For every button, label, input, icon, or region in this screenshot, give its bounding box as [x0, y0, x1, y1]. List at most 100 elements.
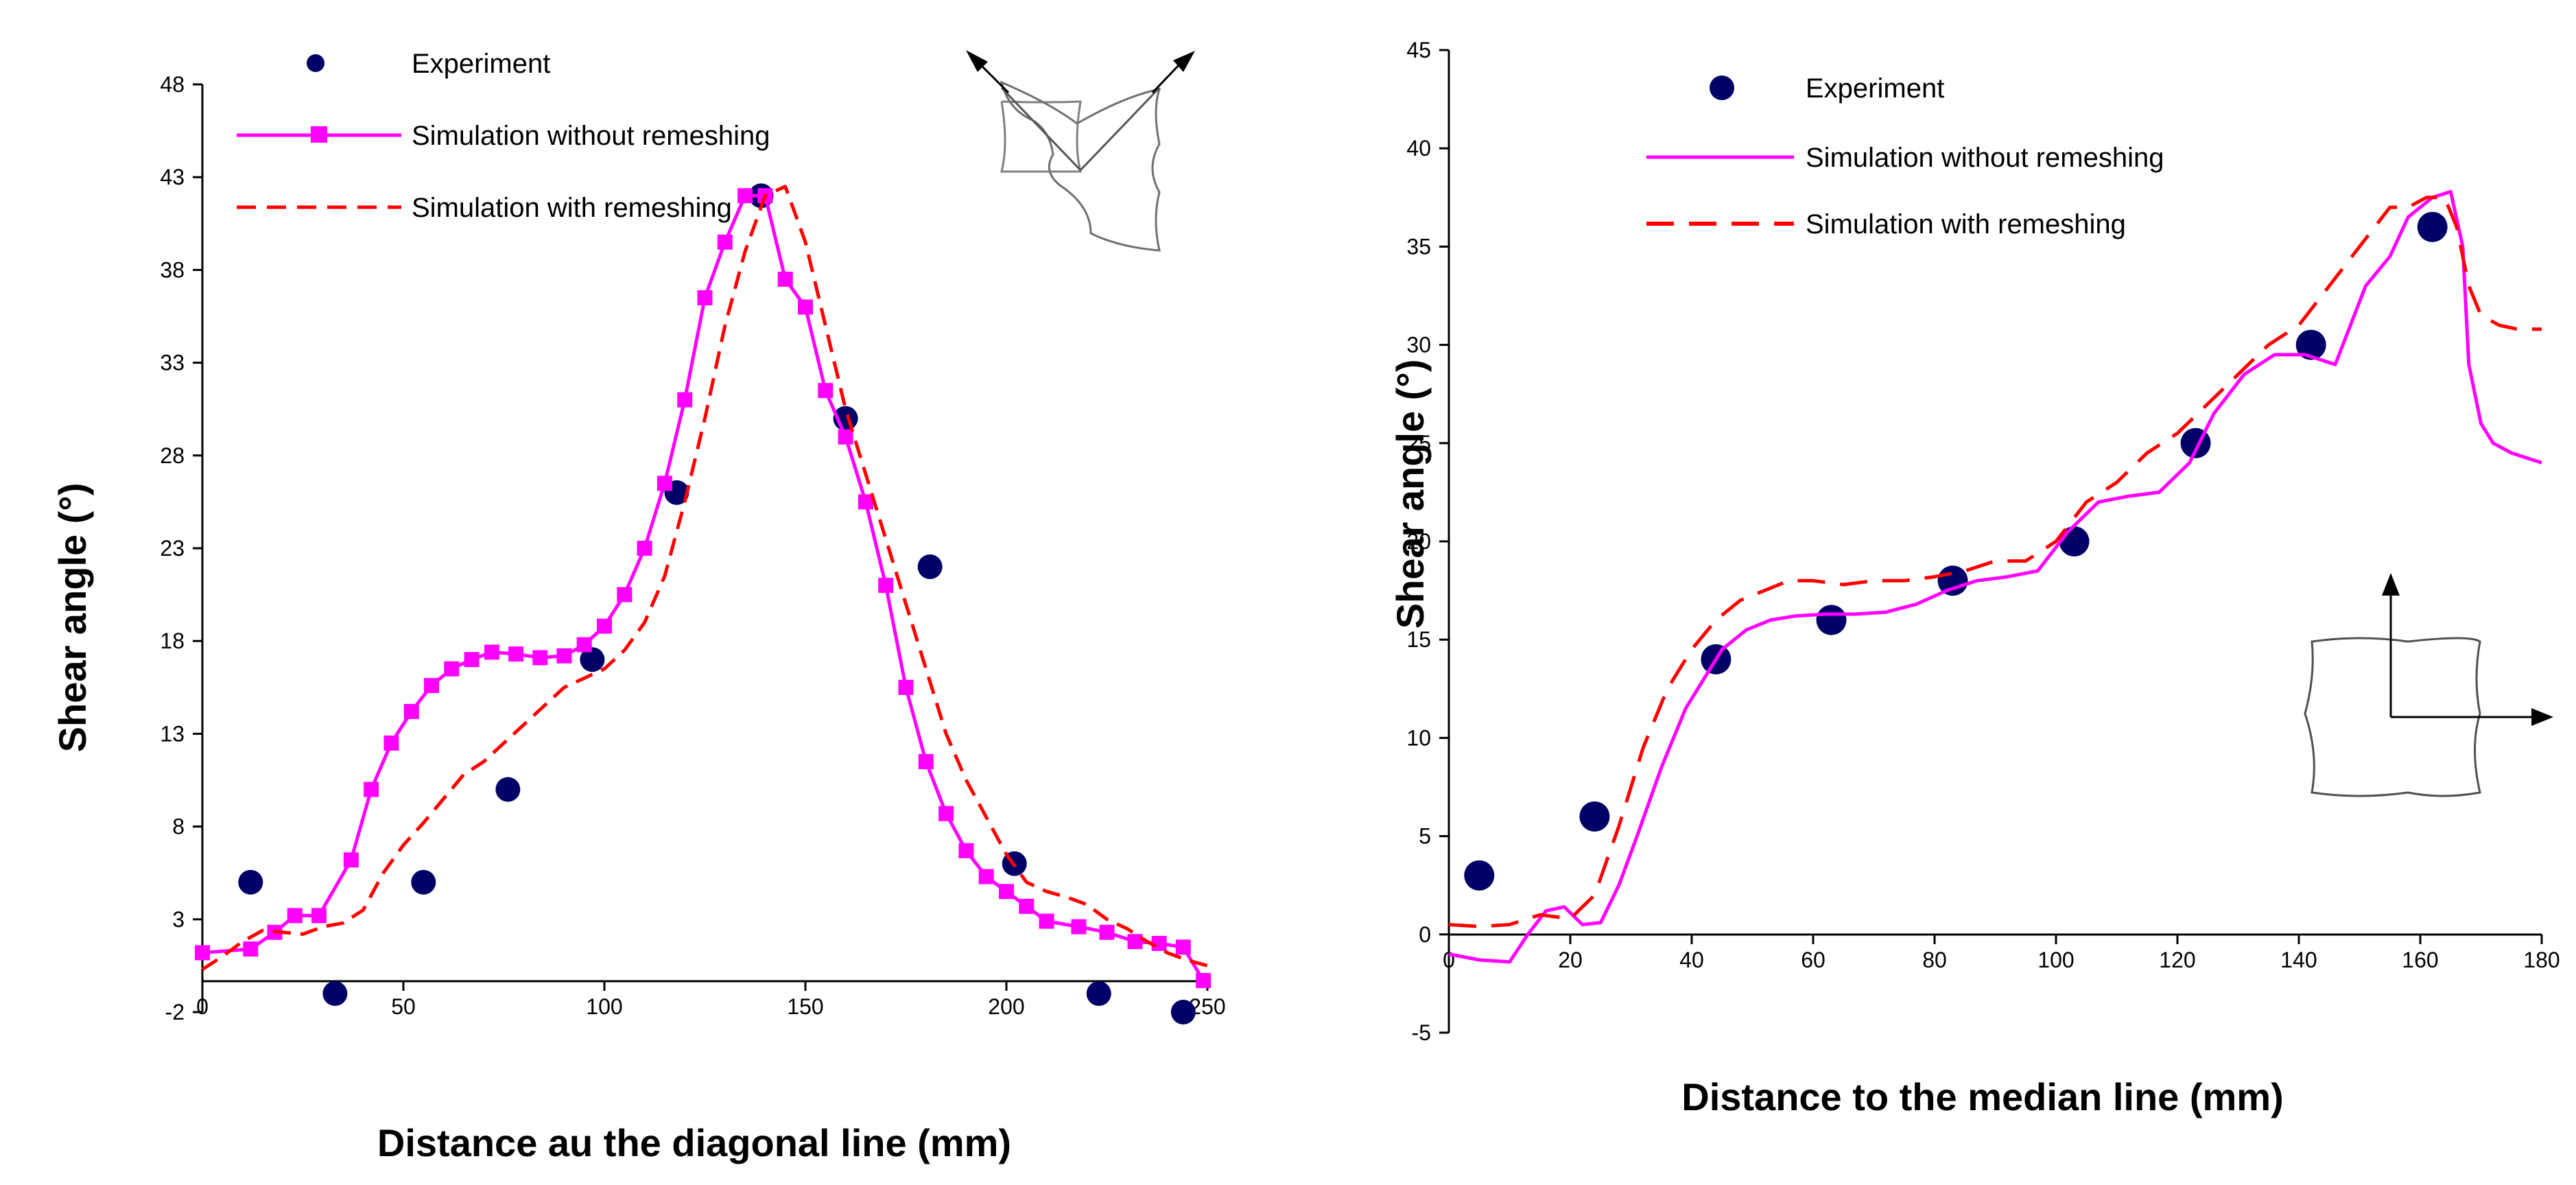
y-tick-label: 33: [160, 351, 185, 375]
no-remesh-marker: [637, 541, 652, 556]
no-remesh-marker: [777, 271, 793, 287]
chart-left-legend: Experiment Simulation without remeshing …: [237, 49, 770, 223]
x-tick-label: 80: [1922, 948, 1947, 972]
no-remesh-marker: [556, 648, 572, 664]
x-tick-label: 100: [2037, 948, 2074, 972]
experiment-point: [1170, 1000, 1196, 1024]
no-remesh-marker: [978, 869, 994, 884]
no-remesh-marker: [999, 884, 1014, 900]
chart-right-y-title: Shear angle (°): [1389, 360, 1432, 629]
no-remesh-marker: [1196, 973, 1212, 989]
experiment-point: [1464, 860, 1495, 891]
experiment-point: [495, 777, 521, 802]
arrow-up-right-icon: [1173, 51, 1195, 72]
y-tick-label: 15: [1406, 627, 1431, 652]
diagonal-specimen-inset: [966, 50, 1195, 252]
no-remesh-marker: [597, 618, 612, 634]
y-tick-label: 3: [172, 907, 185, 932]
no-remesh-marker: [898, 679, 914, 695]
no-remesh-marker: [444, 661, 460, 677]
y-tick-label: 43: [160, 165, 185, 189]
legend-no-remesh-label: Simulation without remeshing: [412, 121, 770, 151]
chart-left-series: [195, 183, 1212, 1024]
legend-experiment-label: Experiment: [412, 49, 550, 79]
y-tick-label: 5: [1419, 824, 1431, 849]
chart-left-x-title: Distance au the diagonal line (mm): [377, 1121, 1011, 1164]
y-tick-label: 38: [160, 257, 185, 282]
x-tick-label: 150: [787, 994, 823, 1019]
y-tick-label: 10: [1406, 725, 1431, 750]
median-specimen-inset: [2304, 573, 2553, 797]
legend-no-remesh-label: Simulation without remeshing: [1806, 143, 2164, 173]
no-remesh-marker: [838, 429, 853, 445]
x-tick-label: 60: [1801, 948, 1825, 972]
y-tick-label: 28: [160, 443, 185, 468]
no-remesh-marker: [657, 476, 672, 491]
chart-right-axes: -5 0 5 10 15 20 25 30 35 40 45 0 20 40 60 80 100 120 140 16…: [1406, 38, 2560, 1045]
no-remesh-marker: [1039, 913, 1054, 929]
y-tick-label: 35: [1406, 234, 1431, 259]
chart-right-legend: Experiment Simulation without remeshing …: [1646, 73, 2164, 239]
x-tick-label: 50: [391, 994, 416, 1019]
x-tick-label: 180: [2523, 948, 2560, 972]
y-tick-label: 45: [1406, 38, 1431, 62]
arrow-up-icon: [2382, 573, 2400, 596]
chart-right-x-title: Distance to the median line (mm): [1681, 1075, 2284, 1118]
specimen-shape: [1000, 100, 1082, 173]
no-remesh-marker: [878, 578, 894, 594]
arrow-right-icon: [2531, 708, 2553, 726]
no-remesh-marker: [1099, 924, 1115, 940]
no-remesh-marker: [1019, 898, 1035, 914]
legend-experiment-marker: [1710, 75, 1734, 100]
no-remesh-marker: [617, 587, 633, 602]
x-tick-label: 140: [2280, 948, 2317, 972]
no-remesh-marker: [403, 703, 419, 719]
no-remesh-marker: [424, 678, 440, 694]
no-remesh-marker: [576, 637, 592, 653]
chart-right: -5 0 5 10 15 20 25 30 35 40 45 0 20 40 60 80 100 120 140 16…: [1389, 38, 2560, 1118]
y-tick-label: 0: [1419, 922, 1431, 947]
no-remesh-marker: [958, 843, 974, 858]
no-remesh-marker: [484, 644, 499, 660]
experiment-point: [238, 869, 263, 895]
x-tick-label: 0: [196, 994, 209, 1019]
no-remesh-marker: [818, 383, 834, 399]
experiment-point: [1579, 801, 1610, 832]
experiment-point: [2417, 211, 2448, 242]
no-remesh-line: [1448, 189, 2542, 964]
legend-remesh-label: Simulation with remeshing: [1806, 209, 2126, 239]
y-tick-label: 20: [1406, 529, 1431, 554]
legend-experiment-marker: [307, 54, 324, 72]
x-tick-label: 200: [988, 994, 1024, 1019]
experiment-point: [917, 554, 943, 580]
y-tick-label: 40: [1406, 136, 1431, 161]
y-tick-label: 13: [160, 721, 185, 746]
legend-no-remesh-marker: [311, 126, 327, 143]
x-tick-label: 20: [1558, 948, 1583, 972]
y-tick-label: 8: [172, 814, 185, 839]
experiment-point: [411, 869, 436, 895]
chart-right-series: [1448, 189, 2542, 964]
chart-left-y-title: Shear angle (°): [51, 483, 94, 753]
no-remesh-marker: [532, 650, 548, 666]
no-remesh-marker: [1175, 939, 1191, 955]
remesh-line: [201, 185, 1208, 971]
y-tick-label: -5: [1412, 1020, 1431, 1045]
no-remesh-line: [202, 193, 1205, 982]
no-remesh-marker: [737, 188, 753, 204]
no-remesh-marker: [311, 908, 327, 924]
y-tick-label: 48: [160, 72, 185, 97]
no-remesh-marker: [364, 782, 379, 797]
no-remesh-marker: [938, 806, 954, 821]
x-tick-label: 120: [2159, 948, 2195, 972]
no-remesh-marker: [677, 392, 693, 408]
legend-remesh-label: Simulation with remeshing: [412, 193, 732, 223]
diagonal-right-line: [1079, 86, 1161, 172]
y-tick-label: 18: [160, 629, 185, 653]
arrow-up-left-icon: [966, 50, 988, 72]
no-remesh-marker: [1127, 934, 1143, 950]
no-remesh-marker: [383, 735, 399, 751]
